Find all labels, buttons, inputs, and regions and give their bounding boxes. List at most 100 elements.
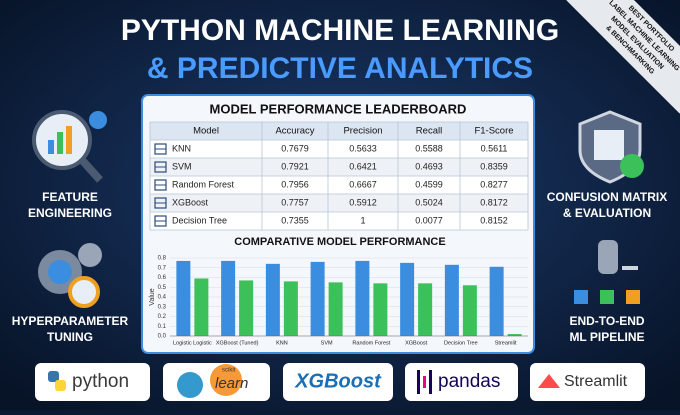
bar [176, 260, 191, 336]
table-header-bg [150, 122, 528, 140]
table-cell: 0.8172 [480, 197, 508, 207]
chart-title: COMPARATIVE MODEL PERFORMANCE [234, 236, 445, 248]
x-tick-label: Decision Tree [444, 340, 478, 346]
feature-icon [32, 110, 107, 183]
x-tick-label: KNN [276, 340, 288, 346]
leaderboard-table: Model Accuracy Precision Recall F1-Score KNN 0… [149, 121, 529, 231]
feature-label: & EVALUATION [563, 206, 651, 220]
bar [221, 260, 236, 336]
table-cell: 0.7679 [281, 143, 309, 153]
bar [400, 262, 415, 336]
table-cell: 0.6421 [349, 161, 377, 171]
bar [462, 285, 477, 336]
x-tick-label: XGBoost [405, 340, 427, 346]
y-tick-label: 0.1 [158, 324, 167, 330]
table-cell: KNN [172, 143, 191, 153]
table-cell: 0.7956 [281, 179, 309, 189]
x-tick-label: Streamlit [495, 340, 517, 346]
y-tick-label: 0.8 [158, 256, 167, 262]
table-cell: Random Forest [172, 179, 235, 189]
logos: python scikit learn XGBoost pandas Strea… [35, 363, 645, 401]
logo-text: Streamlit [564, 373, 628, 390]
bar [265, 263, 280, 336]
ribbon-band [566, 0, 680, 114]
feature-label: ENGINEERING [28, 206, 112, 220]
table-cell: 0.0077 [415, 215, 443, 225]
logo-text: scikit [222, 368, 236, 374]
y-tick-label: 0.0 [158, 334, 167, 340]
table-cell: 0.8277 [480, 179, 508, 189]
x-tick-label: Logistic Logistic [173, 340, 212, 346]
column-header: Recall [416, 126, 442, 137]
logo-text: pandas [438, 371, 500, 392]
table-cell: 0.8359 [480, 161, 508, 171]
feature-label: END-TO-END [569, 314, 644, 328]
y-tick-label: 0.3 [158, 304, 167, 310]
bar [418, 283, 433, 336]
table-cell: 0.5024 [415, 197, 443, 207]
bar [194, 278, 209, 336]
table-cell: 0.5588 [415, 143, 443, 153]
feature-label: FEATURE [42, 190, 98, 204]
chart: 0.0 0.1 0.2 0.3 0.4 0.5 0.6 0.7 0.8 Logistic Logi… [158, 256, 528, 346]
feature-label: HYPERPARAMETER [12, 314, 129, 328]
table-title: MODEL PERFORMANCE LEADERBOARD [210, 101, 467, 116]
logo-box [405, 363, 518, 401]
column-header: Model [193, 126, 219, 137]
logo-text: XGBoost [294, 370, 382, 392]
tuning-icon [38, 243, 102, 308]
table-row-bg [150, 158, 528, 176]
x-tick-label: Random Forest [352, 340, 390, 346]
logo-text: python [72, 371, 129, 392]
feature-label: TUNING [47, 330, 93, 344]
table-row-bg [150, 176, 528, 194]
y-tick-label: 0.5 [158, 285, 167, 291]
y-tick-label: 0.6 [158, 275, 167, 281]
title-line1: PYTHON MACHINE LEARNING [121, 14, 559, 47]
x-tick-label: SVM [321, 340, 333, 346]
table-cell: Decision Tree [172, 215, 227, 225]
logo-box [283, 363, 393, 401]
y-axis-label: Value [149, 288, 156, 305]
column-header: Accuracy [275, 126, 314, 137]
bar [355, 260, 370, 336]
table-row-bg [150, 212, 528, 230]
y-tick-label: 0.7 [158, 265, 167, 271]
confusion-icon [578, 110, 644, 184]
table-cell: 0.5633 [349, 143, 377, 153]
table-cell: 0.7757 [281, 197, 309, 207]
title-line2: & PREDICTIVE ANALYTICS [147, 52, 533, 85]
table-cell: 0.7355 [281, 215, 309, 225]
bar [239, 280, 254, 336]
table-cell: 0.6667 [349, 179, 377, 189]
table-row-bg [150, 194, 528, 212]
bar [444, 264, 459, 336]
bar [310, 261, 325, 336]
table-cell: 0.5912 [349, 197, 377, 207]
x-tick-label: XGBoost (Tuned) [216, 340, 259, 346]
table-cell: XGBoost [172, 197, 209, 207]
table-cell: SVM [172, 161, 192, 171]
pipeline-icon [574, 240, 640, 304]
logo-text: learn [215, 375, 248, 392]
table-cell: 0.4693 [415, 161, 443, 171]
table-row-bg [150, 140, 528, 158]
logo-box [35, 363, 150, 401]
table-cell: 0.4599 [415, 179, 443, 189]
bar [283, 281, 298, 336]
logo-box [530, 363, 645, 401]
bar [373, 283, 388, 336]
feature-label: CONFUSION MATRIX [547, 190, 667, 204]
bar [328, 282, 343, 336]
feature-label: ML PIPELINE [569, 330, 644, 344]
bar [489, 266, 504, 336]
column-header: F1-Score [474, 126, 513, 137]
y-tick-label: 0.4 [158, 295, 167, 301]
column-header: Precision [343, 126, 382, 137]
y-tick-label: 0.2 [158, 314, 167, 320]
bar [507, 334, 522, 336]
table-cell: 0.7921 [281, 161, 309, 171]
table-cell: 0.8152 [480, 215, 508, 225]
table-cell: 0.5611 [481, 143, 508, 153]
